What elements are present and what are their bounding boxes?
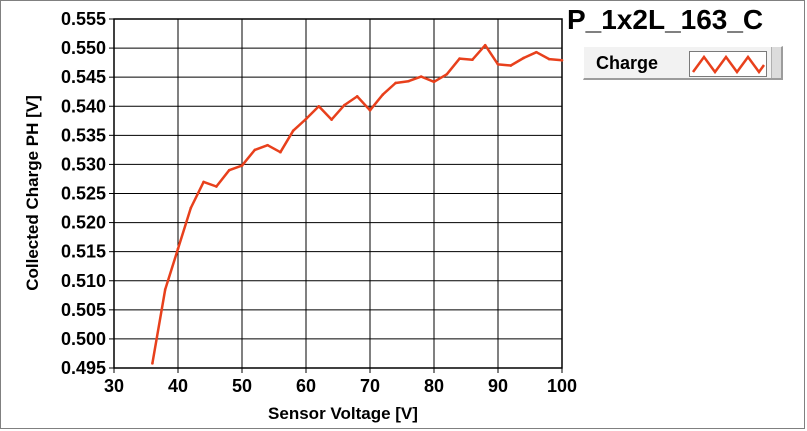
- data-point: [304, 117, 308, 121]
- data-point: [240, 164, 244, 167]
- series-layer: [151, 43, 564, 365]
- y-tick-label: 0.525: [61, 184, 106, 204]
- legend-label: Charge: [596, 53, 659, 73]
- legend-scrollbar[interactable]: [771, 47, 781, 78]
- data-point: [368, 109, 372, 112]
- data-point: [509, 64, 513, 67]
- y-tick-label: 0.555: [61, 9, 106, 29]
- data-point: [419, 75, 423, 78]
- data-point: [560, 58, 564, 62]
- y-tick-label: 0.545: [61, 67, 106, 87]
- data-point: [151, 362, 154, 365]
- legend: Charge: [583, 46, 783, 80]
- data-point: [547, 57, 551, 61]
- data-point: [189, 206, 193, 210]
- x-tick-label: 40: [168, 376, 188, 396]
- data-point: [330, 118, 333, 121]
- data-point: [471, 58, 474, 62]
- y-tick-label: 0.535: [61, 125, 106, 145]
- legend-swatch: [689, 51, 767, 77]
- chart-title: P_1x2L_163_C: [567, 4, 764, 35]
- x-tick-label: 30: [104, 376, 124, 396]
- legend-line-sample: [691, 54, 766, 75]
- data-point: [176, 247, 180, 251]
- x-tick-label: 60: [296, 376, 316, 396]
- y-axis-title: Collected Charge PH [V]: [23, 95, 42, 291]
- y-tick-label: 0.515: [61, 242, 106, 262]
- data-point: [253, 148, 257, 152]
- data-point: [163, 288, 167, 291]
- y-axis: 0.495 0.500 0.505 0.510 0.515 0.520 0.525 0.530…: [61, 9, 114, 378]
- data-point: [202, 180, 205, 184]
- data-point: [227, 168, 231, 172]
- data-point: [535, 50, 538, 54]
- data-point: [496, 63, 500, 66]
- x-tick-label: 50: [232, 376, 252, 396]
- data-point: [266, 143, 269, 147]
- data-point: [394, 81, 397, 85]
- data-point: [432, 80, 436, 84]
- data-point: [483, 43, 487, 47]
- data-point: [381, 93, 385, 96]
- data-point: [522, 56, 525, 60]
- data-point: [317, 104, 321, 108]
- y-tick-label: 0.510: [61, 271, 106, 291]
- data-point: [445, 72, 449, 76]
- x-tick-label: 100: [547, 376, 577, 396]
- y-tick-label: 0.530: [61, 154, 106, 174]
- y-tick-label: 0.550: [61, 38, 106, 58]
- y-tick-label: 0.540: [61, 96, 106, 116]
- x-tick-label: 80: [424, 376, 444, 396]
- data-point: [291, 129, 295, 132]
- y-tick-label: 0.495: [61, 358, 106, 378]
- y-tick-label: 0.500: [61, 329, 106, 349]
- data-point: [458, 57, 461, 60]
- x-tick-label: 70: [360, 376, 380, 396]
- y-tick-label: 0.505: [61, 300, 106, 320]
- data-point: [407, 79, 410, 83]
- grid: [114, 19, 562, 368]
- x-axis-title: Sensor Voltage [V]: [268, 404, 418, 423]
- x-axis: 30 40 50 60 70 80 90 100: [104, 368, 577, 396]
- y-tick-label: 0.520: [61, 213, 106, 233]
- x-tick-label: 90: [488, 376, 508, 396]
- data-point: [343, 103, 346, 107]
- data-point: [355, 95, 359, 98]
- data-point: [215, 185, 218, 188]
- data-point: [279, 150, 282, 154]
